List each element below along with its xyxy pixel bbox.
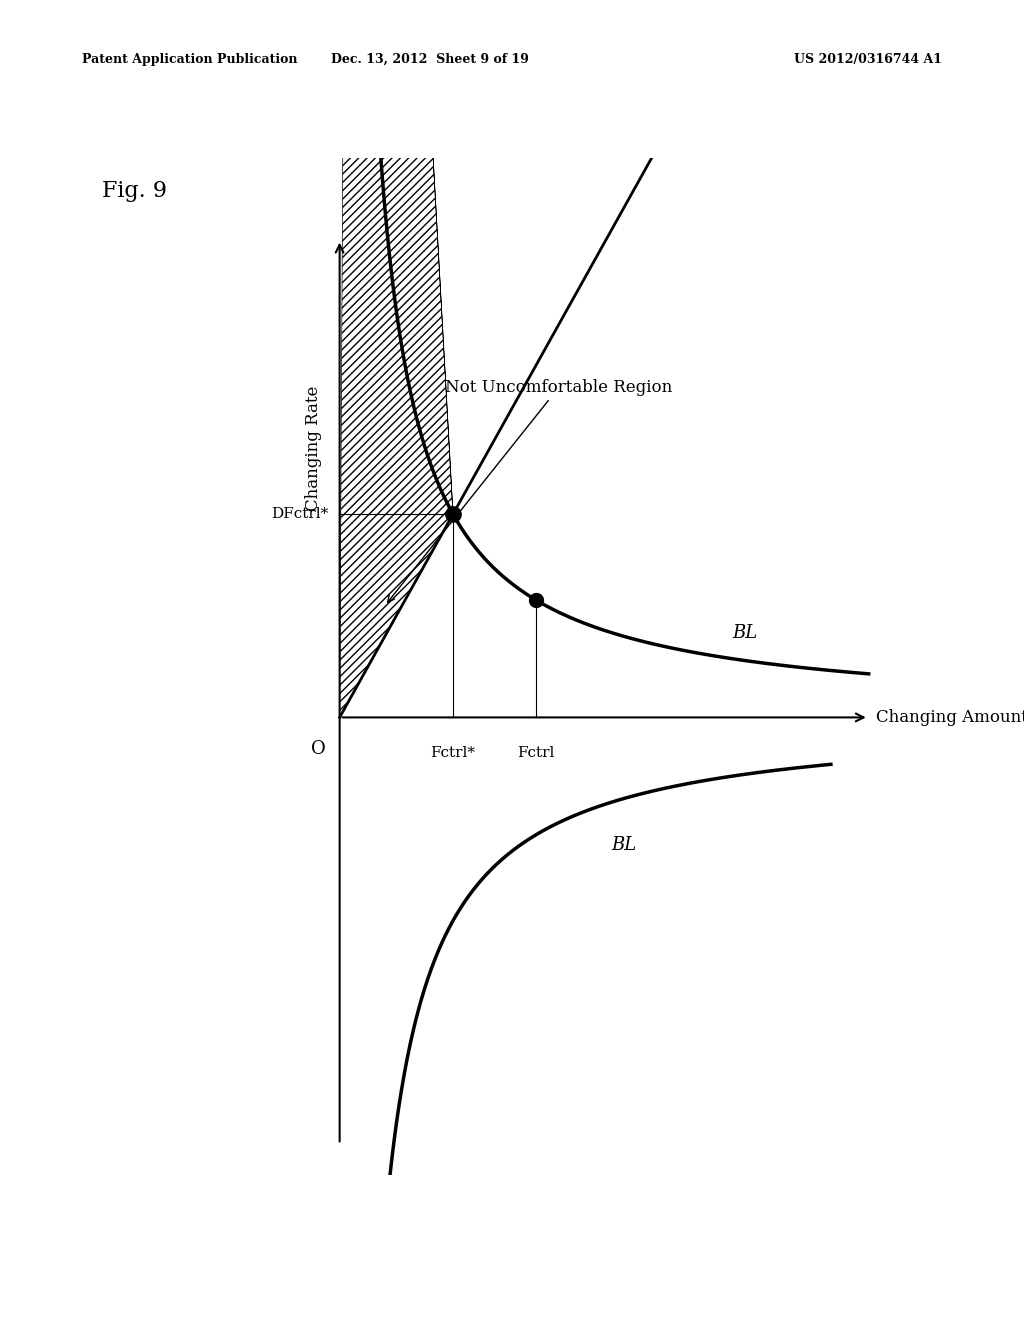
Text: BL: BL — [732, 624, 758, 643]
Text: BL: BL — [611, 836, 637, 854]
Text: Fctrl*: Fctrl* — [430, 746, 475, 760]
Text: Fctrl: Fctrl — [517, 746, 555, 760]
Text: Not Uncomfortable Region: Not Uncomfortable Region — [388, 379, 673, 602]
Text: Dec. 13, 2012  Sheet 9 of 19: Dec. 13, 2012 Sheet 9 of 19 — [331, 53, 529, 66]
Text: Fig. 9: Fig. 9 — [102, 181, 167, 202]
Text: Patent Application Publication: Patent Application Publication — [82, 53, 297, 66]
Text: O: O — [311, 739, 326, 758]
Text: DFctrl*: DFctrl* — [271, 507, 329, 521]
Text: Changing Amount: Changing Amount — [877, 709, 1024, 726]
Text: US 2012/0316744 A1: US 2012/0316744 A1 — [794, 53, 942, 66]
Text: Changing Rate: Changing Rate — [305, 385, 322, 511]
